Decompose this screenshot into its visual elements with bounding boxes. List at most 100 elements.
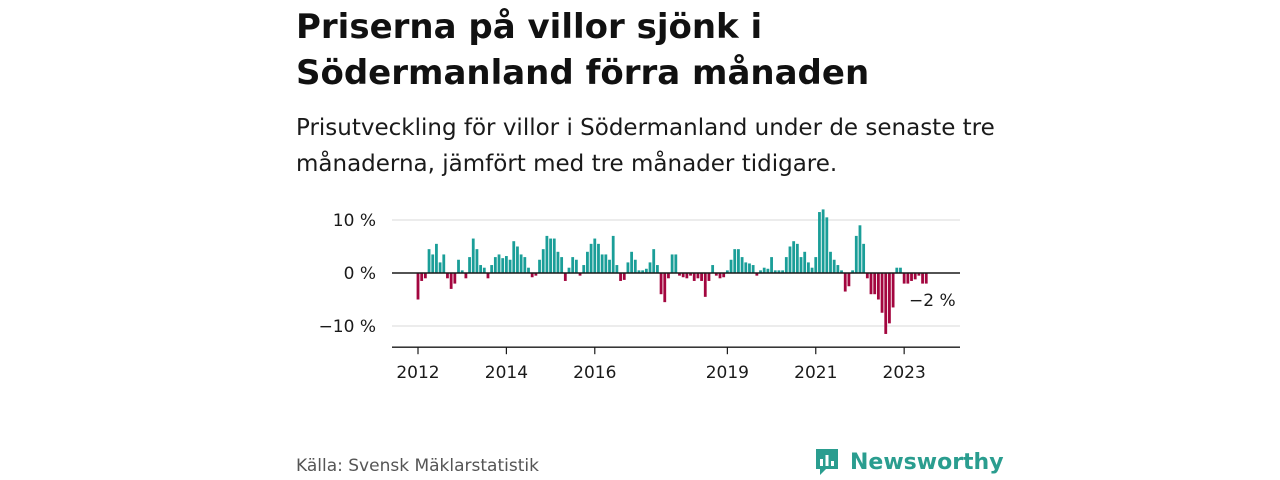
bar xyxy=(696,273,700,279)
bar xyxy=(611,235,615,273)
bar xyxy=(545,235,549,273)
bar xyxy=(457,259,460,273)
latest-value-label: −2 % xyxy=(909,291,956,311)
bar xyxy=(637,270,641,273)
bar xyxy=(766,268,770,273)
x-tick-label: 2023 xyxy=(883,363,926,383)
brand-logo: Newsworthy xyxy=(814,446,1004,478)
bar xyxy=(563,273,567,281)
bar xyxy=(762,267,766,273)
bar xyxy=(902,273,906,284)
bar-chart: 10 % 0 % −10 % 2012 2014 2016 2019 2021 2023 −2… xyxy=(319,209,960,383)
bar xyxy=(718,273,722,279)
bar xyxy=(924,273,928,284)
y-tick-label: 0 % xyxy=(344,264,376,284)
bar xyxy=(829,251,832,273)
bar xyxy=(703,273,707,297)
bar xyxy=(567,267,571,273)
bar xyxy=(832,259,836,273)
bars xyxy=(416,209,928,334)
bar xyxy=(523,257,527,273)
bar xyxy=(619,273,622,281)
bar xyxy=(792,241,796,273)
bar xyxy=(582,265,586,273)
bar xyxy=(516,246,519,273)
bar xyxy=(508,259,512,273)
bar xyxy=(729,259,733,273)
bar xyxy=(748,263,751,273)
bar xyxy=(891,273,895,308)
y-tick-label: 10 % xyxy=(333,211,376,231)
bar xyxy=(416,273,420,300)
bar xyxy=(840,270,843,273)
bar xyxy=(847,273,851,287)
bar xyxy=(471,238,475,273)
bar xyxy=(667,273,670,279)
bar xyxy=(541,249,545,273)
chart-subtitle: Prisutveckling för villor i Södermanland… xyxy=(296,115,995,177)
bar xyxy=(626,262,630,273)
bar xyxy=(497,254,501,273)
bar xyxy=(714,273,718,276)
bar xyxy=(906,273,910,284)
bar xyxy=(486,273,490,279)
bar xyxy=(460,270,464,273)
bar xyxy=(501,258,505,273)
bar xyxy=(427,249,431,273)
bar xyxy=(810,267,814,273)
bar xyxy=(453,273,457,284)
bar xyxy=(722,273,726,278)
bar xyxy=(493,257,497,273)
bar xyxy=(438,262,442,273)
bar xyxy=(759,270,762,273)
x-tick-label: 2014 xyxy=(485,363,528,383)
bar xyxy=(913,273,917,280)
y-axis-ticks: 10 % 0 % −10 % xyxy=(319,211,376,337)
bar xyxy=(876,273,880,300)
bar xyxy=(674,254,678,273)
x-tick-label: 2021 xyxy=(794,363,837,383)
bar xyxy=(910,273,913,281)
bar xyxy=(707,273,711,281)
bar xyxy=(884,273,888,334)
bar xyxy=(895,267,899,273)
bar xyxy=(435,243,438,273)
grid-lines xyxy=(392,219,960,327)
bar xyxy=(512,241,516,273)
bar xyxy=(644,268,648,273)
bar xyxy=(538,259,541,273)
bar xyxy=(851,270,854,273)
bar xyxy=(630,251,634,273)
bar xyxy=(678,273,681,276)
chart-title: Priserna på villor sjönk i Södermanland … xyxy=(296,7,870,93)
bar xyxy=(784,257,788,273)
bar xyxy=(641,270,645,273)
bar xyxy=(700,273,703,281)
bar xyxy=(663,273,667,303)
bar xyxy=(843,273,847,292)
bar xyxy=(921,273,924,284)
bar xyxy=(733,249,737,273)
bar xyxy=(821,209,825,273)
bar xyxy=(899,267,902,273)
bar xyxy=(519,254,523,273)
bar xyxy=(888,273,891,324)
bar xyxy=(751,265,755,273)
bar xyxy=(449,273,453,289)
x-tick-label: 2016 xyxy=(573,363,616,383)
bar xyxy=(652,249,656,273)
bar xyxy=(770,257,773,273)
bar xyxy=(552,238,556,273)
bar xyxy=(593,238,597,273)
bar xyxy=(711,265,715,273)
bar xyxy=(880,273,884,313)
bar xyxy=(633,259,637,273)
bar xyxy=(795,243,799,273)
bar xyxy=(442,254,446,273)
bar xyxy=(423,273,427,279)
bar xyxy=(873,273,877,295)
x-axis-ticks: 2012 2014 2016 2019 2021 2023 xyxy=(396,347,926,383)
bar xyxy=(814,257,818,273)
bar xyxy=(836,265,840,273)
bar xyxy=(777,270,781,273)
